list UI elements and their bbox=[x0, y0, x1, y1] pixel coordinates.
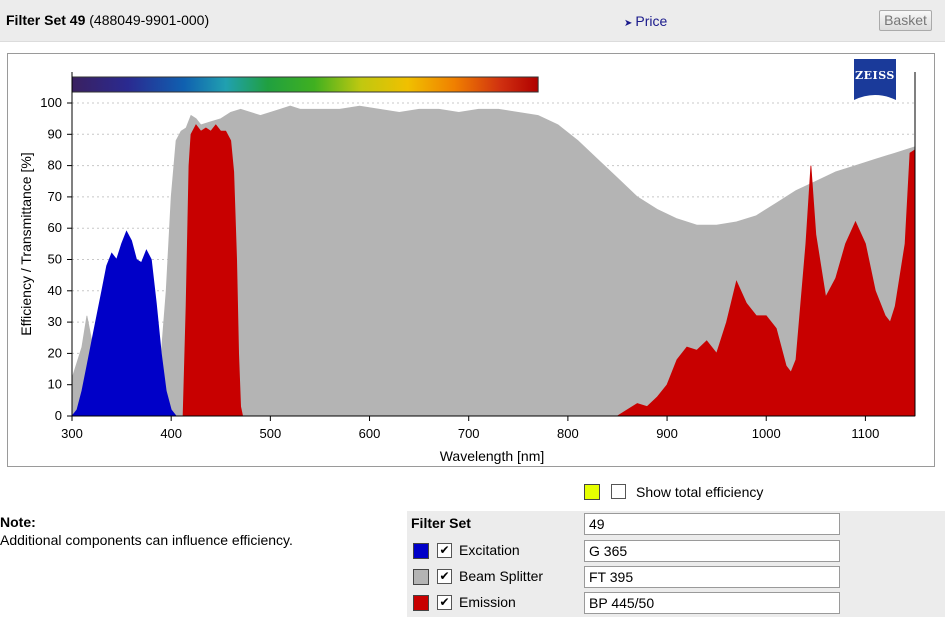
note-title: Note: bbox=[0, 514, 36, 530]
y-tick-label: 70 bbox=[48, 189, 62, 204]
show-total-label: Show total efficiency bbox=[636, 484, 764, 500]
beam-splitter-checkbox[interactable]: ✔ bbox=[437, 569, 452, 584]
x-tick-label: 700 bbox=[458, 426, 480, 441]
beam-splitter-swatch bbox=[413, 569, 429, 585]
x-tick-label: 300 bbox=[61, 426, 83, 441]
y-tick-label: 20 bbox=[48, 345, 62, 360]
zeiss-logo-text: ZEISS bbox=[855, 69, 895, 82]
series-area-emission bbox=[182, 124, 916, 417]
zeiss-logo-arc bbox=[854, 95, 896, 100]
total-efficiency-swatch bbox=[584, 484, 600, 501]
header-bar: Filter Set 49 (488049-9901-000) ➤ Price B… bbox=[0, 0, 945, 42]
component-row-beam-splitter: ✔ Beam Splitter FT 395 bbox=[407, 564, 945, 590]
filter-set-title-code: (488049-9901-000) bbox=[85, 12, 210, 28]
filter-set-table: Filter Set 49 ✔ Excitation G 365 ✔ Beam … bbox=[407, 511, 945, 617]
x-tick-label: 400 bbox=[160, 426, 182, 441]
y-tick-label: 100 bbox=[40, 95, 62, 110]
y-tick-label: 30 bbox=[48, 314, 62, 329]
component-row-emission: ✔ Emission BP 445/50 bbox=[407, 590, 945, 616]
y-tick-label: 60 bbox=[48, 220, 62, 235]
note-text: Additional components can influence effi… bbox=[0, 532, 293, 548]
filter-set-row: Filter Set 49 bbox=[407, 511, 945, 537]
filter-set-title-name: Filter Set 49 bbox=[6, 12, 86, 28]
excitation-value: G 365 bbox=[584, 540, 840, 562]
show-total-efficiency: Show total efficiency bbox=[584, 483, 763, 501]
arrow-right-icon: ➤ bbox=[624, 18, 633, 29]
x-axis-label: Wavelength [nm] bbox=[440, 448, 545, 464]
basket-button[interactable]: Basket bbox=[879, 10, 932, 31]
excitation-checkbox[interactable]: ✔ bbox=[437, 543, 452, 558]
emission-swatch bbox=[413, 595, 429, 611]
x-tick-label: 800 bbox=[557, 426, 579, 441]
excitation-label: Excitation bbox=[459, 542, 520, 558]
y-tick-label: 40 bbox=[48, 283, 62, 298]
beam-splitter-label: Beam Splitter bbox=[459, 568, 544, 584]
spectrum-color-bar bbox=[71, 76, 539, 93]
emission-value: BP 445/50 bbox=[584, 592, 840, 614]
zeiss-logo: ZEISS bbox=[854, 59, 896, 100]
x-tick-label: 600 bbox=[359, 426, 381, 441]
component-row-excitation: ✔ Excitation G 365 bbox=[407, 538, 945, 564]
x-tick-label: 1100 bbox=[851, 426, 879, 441]
x-tick-label: 1000 bbox=[752, 426, 781, 441]
y-tick-label: 0 bbox=[55, 408, 62, 423]
filter-set-label: Filter Set bbox=[411, 515, 471, 531]
x-tick-label: 500 bbox=[260, 426, 282, 441]
emission-checkbox[interactable]: ✔ bbox=[437, 595, 452, 610]
excitation-swatch bbox=[413, 543, 429, 559]
emission-label: Emission bbox=[459, 594, 516, 610]
y-tick-label: 80 bbox=[48, 158, 62, 173]
x-tick-label: 900 bbox=[656, 426, 678, 441]
price-link-label: Price bbox=[635, 13, 668, 29]
y-tick-label: 50 bbox=[48, 252, 62, 267]
beam-splitter-value: FT 395 bbox=[584, 566, 840, 588]
series-area-excitation bbox=[71, 230, 177, 417]
y-tick-label: 10 bbox=[48, 377, 62, 392]
price-link[interactable]: ➤ Price bbox=[624, 13, 667, 29]
show-total-checkbox[interactable] bbox=[611, 484, 626, 499]
filter-set-title: Filter Set 49 (488049-9901-000) bbox=[6, 12, 209, 28]
y-axis-label: Efficiency / Transmittance [%] bbox=[18, 152, 34, 335]
note: Note: Additional components can influenc… bbox=[0, 514, 293, 548]
filter-set-value: 49 bbox=[584, 513, 840, 535]
y-tick-label: 90 bbox=[48, 126, 62, 141]
